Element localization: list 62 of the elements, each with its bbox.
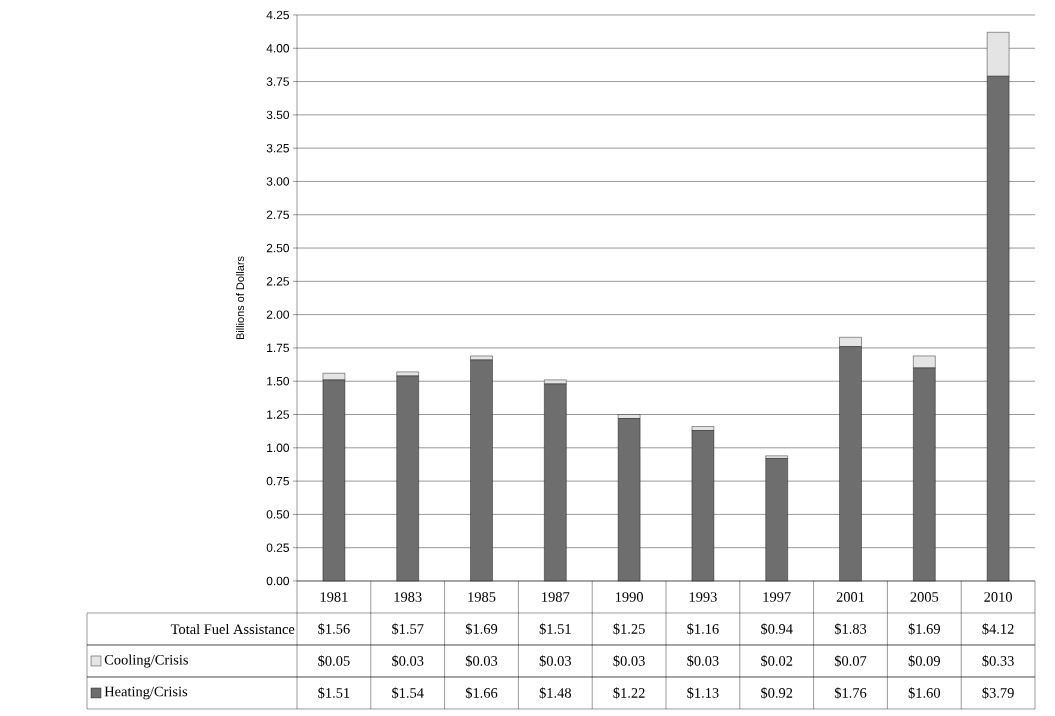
data-label: $3.79 [982,687,1014,699]
data-label: $0.03 [539,655,571,667]
y-tick-label: 3.75 [266,77,289,86]
legend-label: Heating/Crisis [104,686,188,700]
data-label: $1.51 [318,687,350,699]
data-label: $0.07 [834,655,867,667]
x-tick-label: 1981 [320,592,348,602]
data-label: $1.66 [465,687,498,699]
y-tick-label: 0.75 [266,476,289,486]
total-label: $0.94 [761,623,793,635]
y-tick-label: 3.25 [266,143,289,153]
x-tick-label: 1990 [615,592,643,602]
total-label: $1.83 [834,623,867,635]
y-tick-label: 0.00 [266,576,290,586]
data-label: $1.13 [687,687,719,699]
x-tick-label: 1983 [394,592,422,602]
y-tick-label: 0.50 [266,510,290,519]
y-tick-label: 0.25 [266,543,289,552]
data-label: $0.09 [908,655,940,667]
total-label: $1.69 [908,623,940,635]
data-label: $0.05 [318,655,350,667]
y-tick-label: 1.00 [267,443,290,453]
total-label: $4.12 [982,623,1014,635]
data-label: $1.48 [539,687,572,699]
y-tick-label: 1.75 [267,343,289,353]
total-label: $1.16 [687,623,719,635]
y-tick-label: 3.00 [266,177,290,186]
data-label: $0.03 [613,655,645,667]
y-tick-label: 2.00 [266,310,290,319]
y-tick-label: 4.25 [266,10,289,20]
data-label: $1.54 [392,687,424,699]
y-tick-label: 1.50 [267,376,290,386]
text: Total Fuel Assistance [170,623,295,635]
x-tick-label: 1997 [763,592,791,602]
data-label: $0.02 [761,655,793,667]
y-tick-label: 1.25 [267,410,289,419]
y-axis-title: Billions of Dollars [235,256,245,340]
data-label: $0.03 [465,655,498,667]
y-tick-label: 2.25 [266,277,289,286]
total-label: $1.57 [392,623,424,635]
y-tick-label: 3.50 [266,110,290,120]
y-tick-label: 4.00 [266,44,290,53]
total-label: $1.56 [318,623,350,635]
y-tick-label: 2.75 [266,210,289,219]
data-label: $0.33 [982,655,1014,667]
x-tick-label: 1987 [542,592,570,602]
data-label: $1.76 [834,687,867,699]
x-tick-label: 1993 [689,592,717,602]
data-label: $1.22 [613,687,645,699]
data-label: $1.60 [908,687,940,699]
total-label: $1.51 [539,623,571,635]
x-tick-label: 2005 [910,592,939,602]
total-label: $1.25 [613,623,645,635]
data-label: $0.03 [687,655,719,667]
y-tick-label: 2.50 [266,243,290,253]
x-tick-label: 2001 [836,592,865,602]
legend-label: Cooling/Crisis [104,654,188,668]
total-label: $1.69 [465,623,498,635]
x-tick-label: 1985 [468,592,496,602]
data-label: $0.03 [392,655,424,667]
data-label: $0.92 [761,687,793,699]
x-tick-label: 2010 [984,592,1012,602]
